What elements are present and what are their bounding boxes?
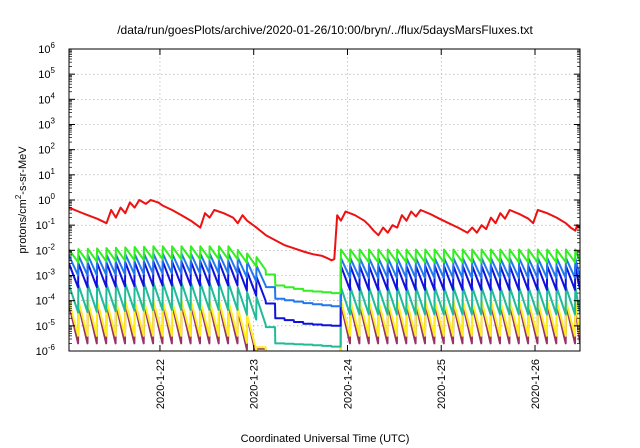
x-tick-label: 2020-1-24 <box>342 359 354 409</box>
series-line <box>69 252 580 308</box>
x-tick-label: 2020-1-25 <box>436 359 448 409</box>
x-tick-label: 2020-1-26 <box>530 359 542 409</box>
chart-title: /data/run/goesPlots/archive/2020-01-26/1… <box>117 23 533 37</box>
y-axis-label: protons/cm2-s-sr-MeV <box>14 146 29 254</box>
y-tick-label: 106 <box>38 41 55 56</box>
x-tick-label: 2020-1-23 <box>249 359 261 409</box>
y-tick-label: 103 <box>38 117 55 132</box>
y-tick-label: 10-1 <box>36 217 56 232</box>
y-tick-label: 10-2 <box>36 242 56 257</box>
series-line <box>69 281 580 348</box>
y-tick-label: 100 <box>38 192 55 207</box>
y-tick-label: 102 <box>38 142 55 157</box>
series-line <box>69 303 580 351</box>
series-line <box>69 299 580 351</box>
y-tick-label: 10-6 <box>36 343 56 358</box>
y-tick-label: 101 <box>38 167 55 182</box>
series-line <box>69 199 580 262</box>
y-tick-label: 104 <box>38 91 55 106</box>
series-layer <box>69 199 580 351</box>
x-tick-label: 2020-1-22 <box>155 359 167 409</box>
y-tick-label: 10-4 <box>36 293 56 308</box>
series-line <box>69 260 580 327</box>
x-axis-ticks: 2020-1-22 2020-1-23 2020-1-24 2020-1-25 2020… <box>155 49 542 409</box>
y-tick-label: 10-5 <box>36 318 56 333</box>
x-axis-label: Coordinated Universal Time (UTC) <box>241 433 410 445</box>
series-line <box>69 245 580 295</box>
y-tick-label: 10-3 <box>36 268 56 283</box>
y-tick-label: 105 <box>38 66 55 81</box>
